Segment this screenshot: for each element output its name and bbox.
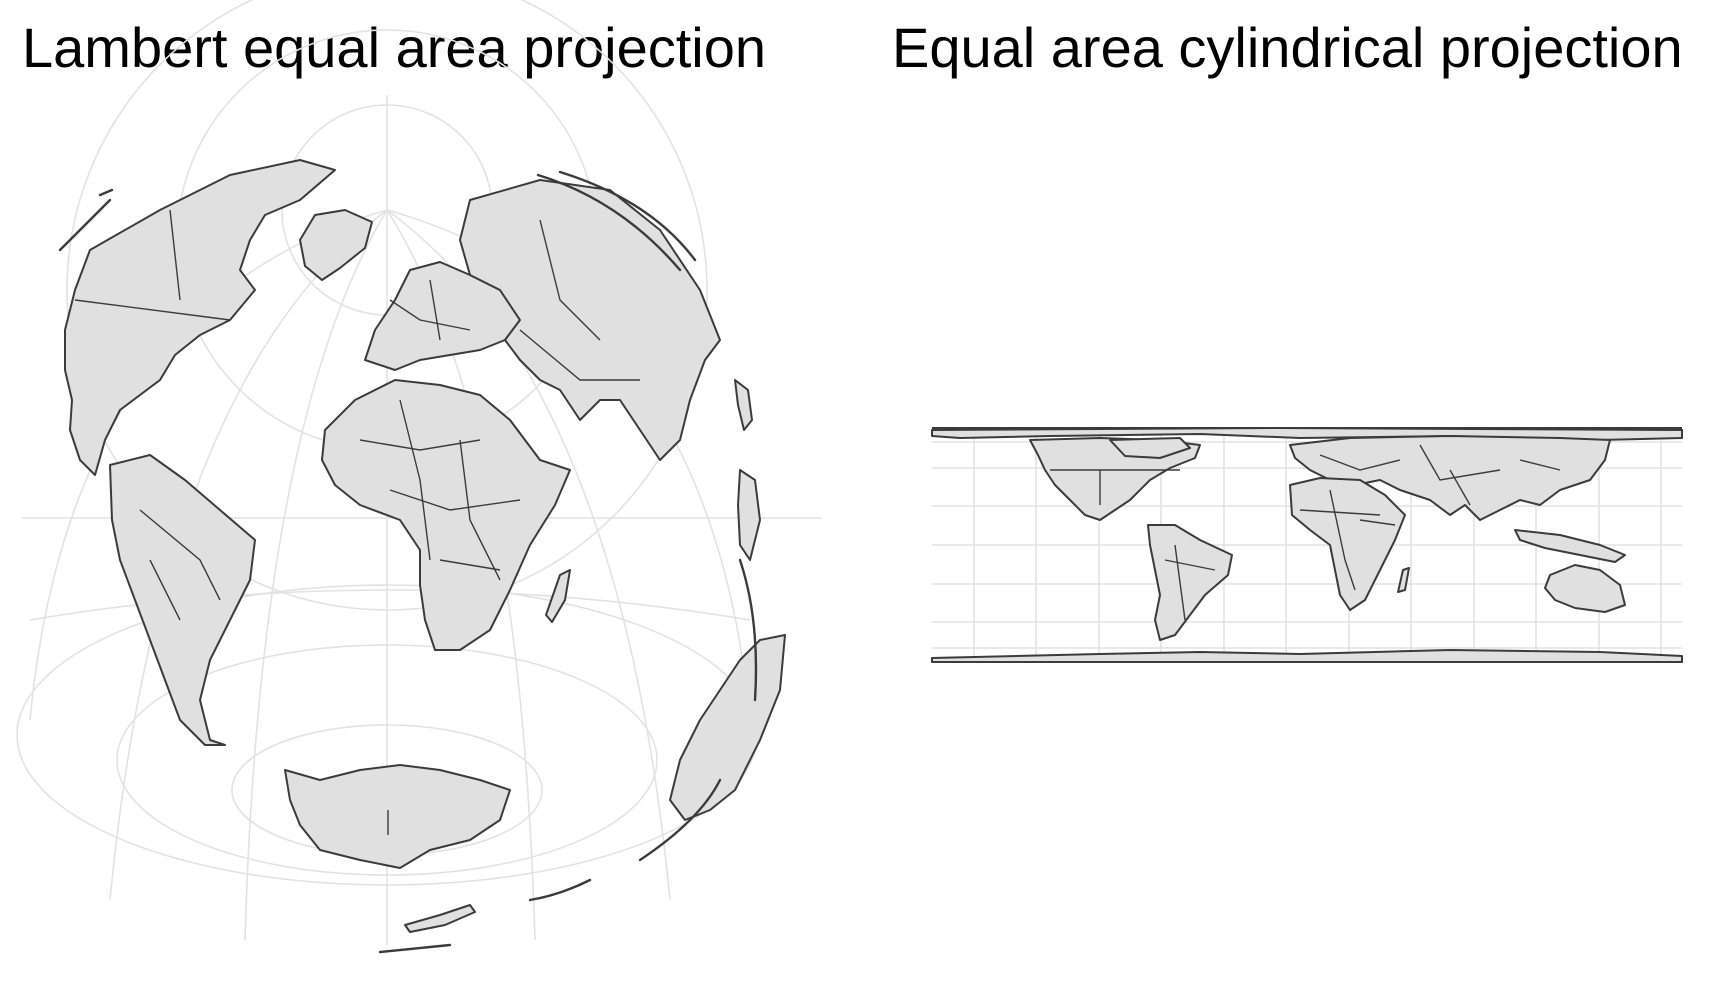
greenland-landmass-cyl (1109, 437, 1191, 459)
southeast-asia-islands-cyl (1514, 529, 1626, 563)
australia-landmass-cyl (1544, 564, 1626, 613)
lambert-borders (74, 209, 640, 835)
madagascar-landmass-cyl (1397, 567, 1410, 593)
greenland-landmass (299, 209, 373, 281)
antarctica-landmass (284, 764, 511, 869)
south-america-landmass-cyl (1147, 524, 1233, 641)
cylindrical-borders (1050, 444, 1561, 621)
south-america-landmass (109, 454, 256, 746)
australia-landmass (669, 634, 786, 821)
africa-landmass (321, 379, 571, 651)
southeast-asia-islands (737, 469, 761, 561)
cylindrical-map-title: Equal area cylindrical projection (892, 16, 1683, 79)
lambert-land (64, 159, 786, 933)
lambert-map (16, 0, 822, 954)
lambert-map-title: Lambert equal area projection (22, 16, 767, 79)
japan-islands (734, 379, 753, 431)
north-america-landmass (64, 159, 336, 476)
asia-landmass (459, 179, 721, 461)
cylindrical-frame-lines (932, 427, 1682, 663)
new-zealand-landmass (404, 904, 476, 933)
cylindrical-map (931, 427, 1683, 663)
madagascar-landmass (545, 569, 571, 623)
lambert-edge-slivers (58, 170, 758, 954)
